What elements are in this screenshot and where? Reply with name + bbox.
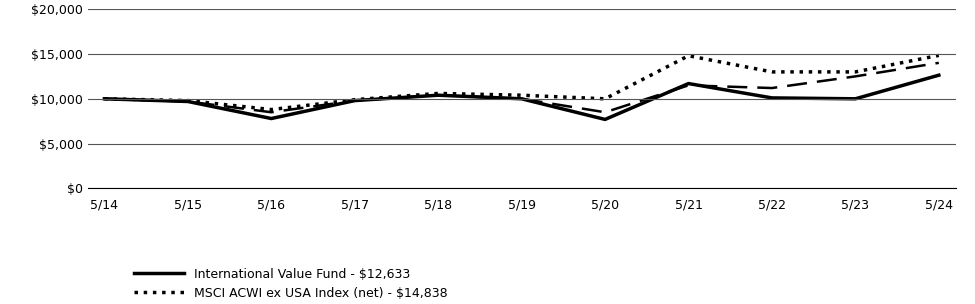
International Value Fund - $12,633 [600, 118, 611, 121]
MSCI ACWI ex USA Index (net) - $14,838 [600, 97, 611, 101]
International Value Fund - $12,633 [933, 73, 945, 77]
MSCI ACWI ex USA Index (net) - $14,838 [933, 54, 945, 57]
Line: International Value Fund - $12,633: International Value Fund - $12,633 [104, 75, 939, 119]
MSCI ACWI ex USA Index (net) - $14,838 [682, 54, 694, 57]
MSCI EAFE Value Index (net) - $14,010 [766, 86, 778, 90]
Line: MSCI EAFE Value Index (net) - $14,010: MSCI EAFE Value Index (net) - $14,010 [104, 63, 939, 112]
MSCI ACWI ex USA Index (net) - $14,838 [349, 98, 361, 102]
International Value Fund - $12,633 [766, 96, 778, 100]
International Value Fund - $12,633 [516, 97, 527, 101]
MSCI ACWI ex USA Index (net) - $14,838 [182, 99, 194, 102]
MSCI ACWI ex USA Index (net) - $14,838 [766, 70, 778, 74]
MSCI EAFE Value Index (net) - $14,010 [98, 97, 110, 101]
International Value Fund - $12,633 [265, 117, 277, 120]
International Value Fund - $12,633 [432, 93, 444, 97]
MSCI ACWI ex USA Index (net) - $14,838 [849, 70, 861, 74]
MSCI ACWI ex USA Index (net) - $14,838 [516, 93, 527, 97]
MSCI EAFE Value Index (net) - $14,010 [849, 74, 861, 78]
International Value Fund - $12,633 [182, 100, 194, 103]
MSCI EAFE Value Index (net) - $14,010 [349, 99, 361, 102]
MSCI EAFE Value Index (net) - $14,010 [265, 110, 277, 114]
MSCI ACWI ex USA Index (net) - $14,838 [98, 97, 110, 101]
Line: MSCI ACWI ex USA Index (net) - $14,838: MSCI ACWI ex USA Index (net) - $14,838 [104, 55, 939, 109]
MSCI EAFE Value Index (net) - $14,010 [182, 100, 194, 103]
International Value Fund - $12,633 [98, 97, 110, 101]
International Value Fund - $12,633 [349, 99, 361, 102]
MSCI ACWI ex USA Index (net) - $14,838 [265, 108, 277, 111]
MSCI EAFE Value Index (net) - $14,010 [600, 110, 611, 114]
MSCI EAFE Value Index (net) - $14,010 [682, 84, 694, 87]
MSCI EAFE Value Index (net) - $14,010 [516, 97, 527, 101]
International Value Fund - $12,633 [682, 82, 694, 85]
MSCI EAFE Value Index (net) - $14,010 [933, 61, 945, 65]
MSCI ACWI ex USA Index (net) - $14,838 [432, 92, 444, 95]
MSCI EAFE Value Index (net) - $14,010 [432, 93, 444, 97]
International Value Fund - $12,633 [849, 97, 861, 101]
Legend: International Value Fund - $12,633, MSCI ACWI ex USA Index (net) - $14,838, MSCI: International Value Fund - $12,633, MSCI… [129, 263, 452, 304]
